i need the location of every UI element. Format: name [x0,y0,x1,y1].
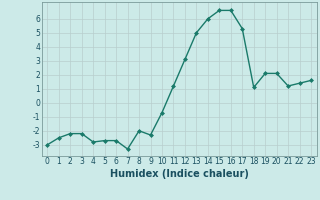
X-axis label: Humidex (Indice chaleur): Humidex (Indice chaleur) [110,169,249,179]
